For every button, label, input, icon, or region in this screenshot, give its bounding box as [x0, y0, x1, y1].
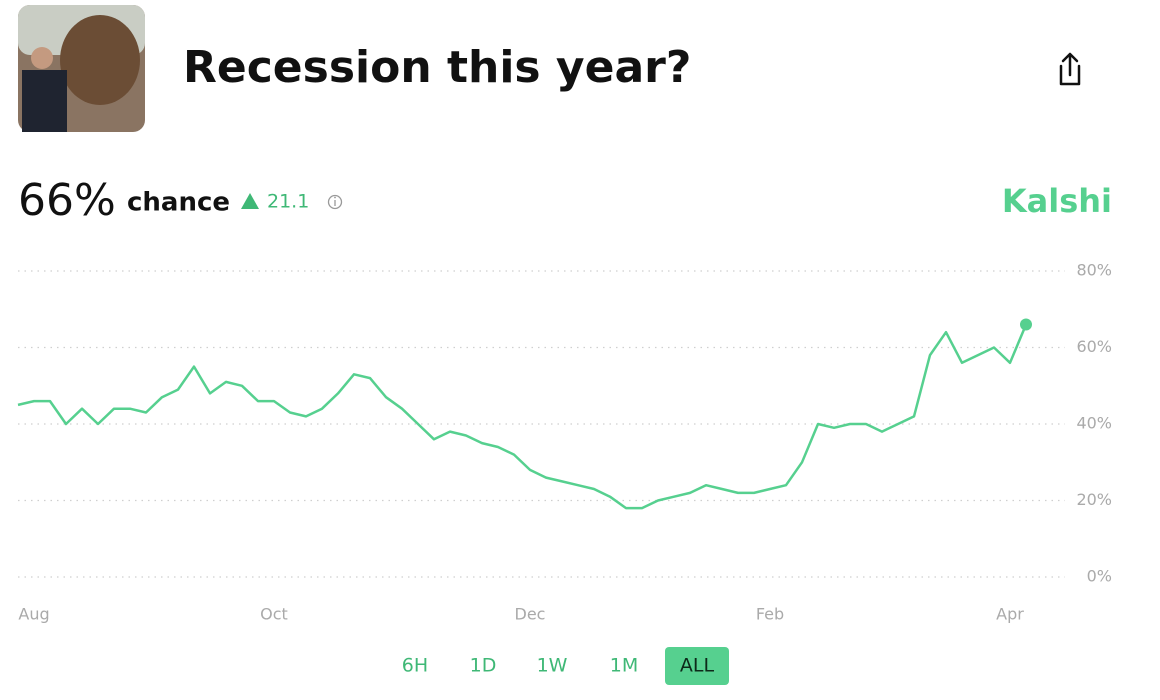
range-selector: 6H 1D 1W 1M ALL: [402, 647, 729, 685]
info-icon[interactable]: [327, 194, 343, 210]
range-button-bg: [665, 647, 729, 685]
probability: 66%: [18, 175, 116, 226]
market-image: [18, 5, 145, 132]
y-tick-label: 20%: [1076, 490, 1112, 509]
x-tick-label: Feb: [756, 605, 784, 624]
x-tick-label: Aug: [18, 605, 49, 624]
y-tick-label: 60%: [1076, 337, 1112, 356]
y-tick-label: 40%: [1076, 414, 1112, 433]
share-button[interactable]: [1059, 52, 1081, 86]
source-brand: Kalshi: [1002, 182, 1112, 220]
change-arrow: [241, 193, 259, 209]
range-button[interactable]: 1D: [470, 655, 497, 677]
range-button[interactable]: ALL: [680, 655, 715, 677]
x-tick-label: Apr: [996, 605, 1024, 624]
x-tick-label: Oct: [260, 605, 288, 624]
y-tick-label: 0%: [1087, 567, 1112, 586]
range-button[interactable]: 1W: [537, 655, 568, 677]
chart: 0% 20% 40% 60% 80% Aug Oct Dec Feb Apr: [17, 261, 1112, 624]
probability-label: chance: [127, 188, 230, 218]
change-value: 21.1: [267, 191, 309, 213]
latest-point: [1020, 318, 1032, 331]
x-tick-label: Dec: [515, 605, 546, 624]
price-line: [17, 324, 1028, 510]
range-button[interactable]: 1M: [610, 655, 638, 677]
range-button[interactable]: 6H: [402, 655, 428, 677]
y-tick-label: 80%: [1076, 261, 1112, 280]
market-title: Recession this year?: [183, 42, 691, 93]
